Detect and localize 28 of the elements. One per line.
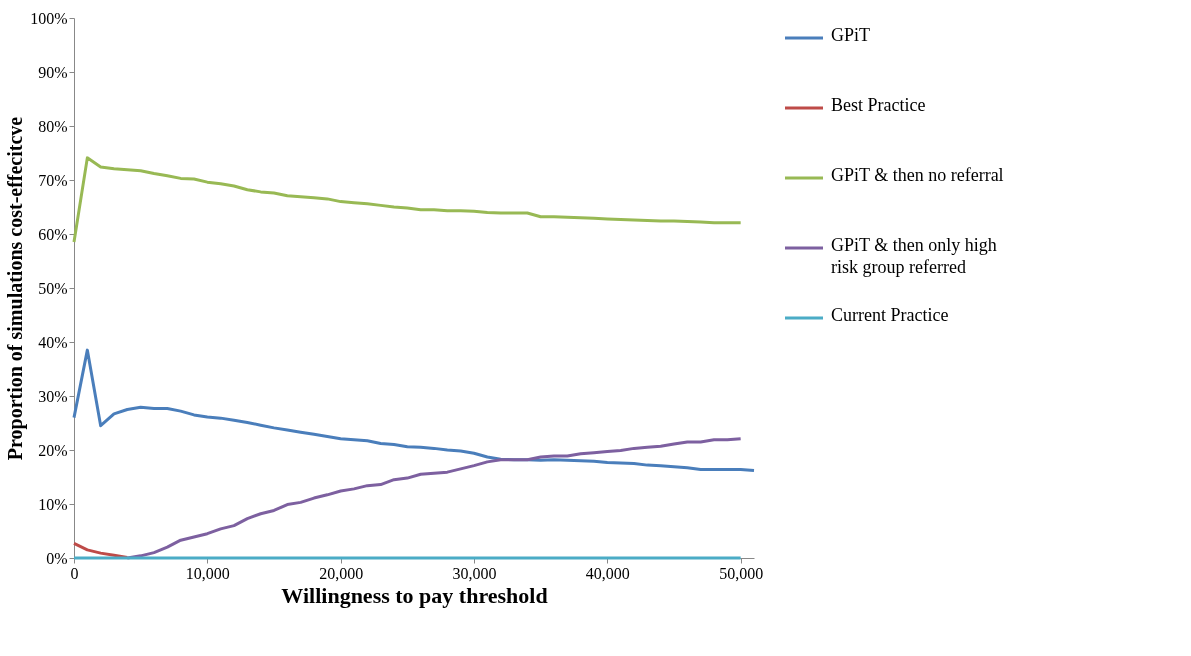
x-tick-label: 50,000 [719,564,764,582]
y-tick-label: 50% [38,279,68,297]
legend-label: GPiT & then no referral [831,165,1004,185]
y-tick-label: 90% [38,63,68,81]
legend-label: GPiT [831,25,871,45]
y-tick-label: 20% [38,441,68,459]
y-axis-title: Proportion of simulations cost-effecitcve [4,116,28,461]
x-tick-label: 30,000 [452,564,497,582]
line-series [125,437,743,560]
x-tick-label: 40,000 [585,564,630,582]
y-tick-label: 60% [38,225,68,243]
x-tick-label: 0 [70,564,79,582]
y-tick-label: 0% [46,549,68,567]
legend-label: Current Practice [831,305,949,325]
y-tick-label: 40% [38,333,68,351]
line-series [72,156,743,244]
y-tick-label: 10% [38,495,68,513]
legend-label: GPiT & then only high risk group referred [831,235,997,277]
line-series [72,348,756,473]
x-tick-label: 10,000 [185,564,230,582]
legend-label: Best Practice [831,95,926,115]
y-tick-label: 30% [38,387,68,405]
x-axis-title: Willingness to pay threshold [281,582,548,608]
y-tick-label: 80% [38,117,68,135]
y-tick-label: 100% [30,9,68,27]
y-tick-label: 70% [38,171,68,189]
line-series [72,541,129,559]
x-tick-label: 20,000 [319,564,364,582]
